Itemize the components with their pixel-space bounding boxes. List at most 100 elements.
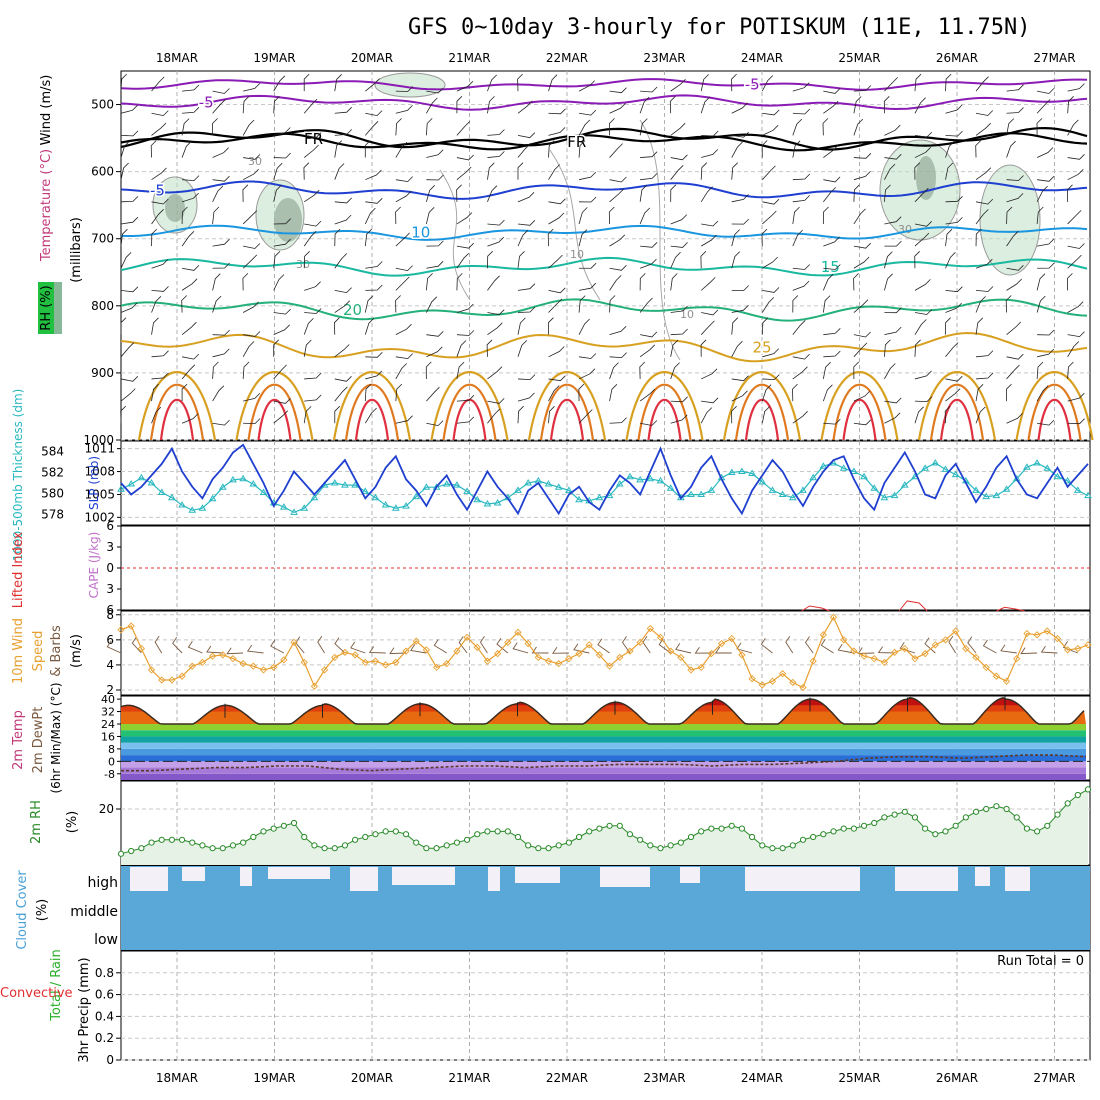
thickness-point: [178, 501, 186, 508]
temperature-contour: [120, 126, 1088, 151]
cloud-level-label: middle: [70, 904, 118, 920]
wind-speed-point: [219, 651, 227, 659]
rh-point: [810, 833, 817, 841]
wind-barb: [822, 274, 834, 291]
rh-point: [759, 842, 766, 849]
wind-barb-10m: [433, 639, 447, 654]
wind-barb: [670, 339, 679, 357]
wind-barb-10m: [804, 636, 814, 654]
wind-barb: [303, 189, 320, 203]
wind-barb-10m: [924, 637, 936, 654]
thickness-point: [361, 487, 370, 494]
wind-barb-10m: [573, 643, 590, 654]
ylabel-speed: Speed: [31, 631, 46, 672]
wind-barb: [823, 328, 841, 336]
wind-barb: [273, 274, 285, 291]
wind-barb: [1006, 107, 1024, 114]
wind-barb: [761, 297, 775, 313]
wind-barb: [792, 140, 801, 158]
wind-speed-point: [789, 678, 797, 687]
wind-barb: [792, 411, 808, 424]
wind-barb: [670, 328, 688, 336]
wind-barb: [639, 273, 646, 291]
wind-barb: [456, 121, 471, 136]
wind-barb: [517, 405, 524, 424]
date-label-bottom: 21MAR: [448, 1071, 490, 1085]
wind-barb: [182, 175, 200, 182]
wind-speed-point: [473, 643, 481, 651]
rh-point: [382, 828, 389, 835]
wind-barb: [670, 79, 686, 92]
surface-temperature-contour: [842, 398, 877, 441]
wind-speed-point: [890, 648, 899, 657]
wind-barb: [456, 303, 474, 313]
wind-barb: [425, 273, 433, 291]
wind-speed-point: [941, 636, 950, 644]
rh-point: [738, 825, 746, 832]
rh-contour: [639, 119, 681, 361]
wind-speed-point: [463, 633, 471, 641]
date-label-bottom: 24MAR: [741, 1071, 783, 1085]
wind-barb: [487, 309, 505, 316]
thickness-point: [137, 473, 146, 481]
wind-barb: [456, 166, 472, 180]
wind-barb: [731, 405, 737, 424]
wind-barb: [243, 83, 261, 92]
wind-speed-point: [504, 638, 512, 646]
rh-point: [168, 836, 175, 843]
wind-barb: [640, 173, 658, 181]
chart-layers: 18MAR 18MAR 19MAR 19MAR 20MAR 20MAR 21MAR 21MAR…: [0, 51, 1094, 1085]
wind-barb: [487, 398, 505, 404]
thickness-point: [453, 481, 461, 488]
temperature-color-band: [121, 736, 1086, 743]
wind-barb: [273, 339, 279, 357]
cloud-gap-high: [895, 867, 958, 891]
tick-label: 0.8: [95, 966, 114, 980]
rh-contour: [439, 169, 471, 301]
wind-barb: [548, 127, 566, 136]
wind-barb: [456, 273, 463, 291]
wind-barb: [151, 350, 169, 358]
wind-barb: [334, 140, 342, 158]
wind-barb: [517, 340, 528, 357]
wind-barb: [1067, 210, 1082, 225]
wind-barb: [242, 210, 258, 225]
surface-temperature-contour: [832, 383, 887, 441]
rh-point: [1074, 791, 1081, 799]
wind-barb: [151, 198, 169, 205]
wind-barb: [1067, 301, 1084, 313]
date-label-top: 21MAR: [448, 51, 490, 65]
wind-barb: [120, 376, 139, 382]
wind-barb: [151, 110, 169, 117]
wind-barb: [1036, 99, 1051, 114]
wind-barb-10m: [1040, 645, 1058, 654]
wind-barb: [670, 362, 680, 380]
wind-barb: [1006, 84, 1024, 92]
dewpoint-line: [121, 754, 1087, 772]
tick-label: 4: [106, 658, 114, 672]
rh-point: [392, 828, 399, 835]
wind-barb: [426, 260, 444, 269]
surface-temperature-contour: [159, 398, 195, 441]
wind-speed-point: [728, 634, 736, 643]
wind-barb: [609, 188, 624, 203]
wind-barb: [700, 96, 711, 114]
wind-barb: [884, 273, 893, 291]
surface-temperature-contour: [442, 383, 497, 441]
wind-barb: [456, 253, 469, 269]
tick-label: 0: [106, 1053, 114, 1067]
wind-barb: [365, 169, 382, 181]
wind-speed-point: [1002, 677, 1011, 685]
thickness-point: [839, 464, 848, 471]
cape-line: [801, 605, 830, 612]
wind-barb-10m: [226, 647, 244, 655]
wind-barb: [670, 154, 688, 161]
wind-barb: [456, 361, 465, 380]
wind-barb: [579, 262, 597, 269]
rh-point: [352, 836, 359, 843]
wind-barb: [548, 385, 560, 402]
wind-barb: [823, 350, 841, 358]
wind-speed-point: [371, 657, 380, 665]
wind-speed-point: [626, 647, 634, 655]
wind-barb: [212, 262, 230, 269]
